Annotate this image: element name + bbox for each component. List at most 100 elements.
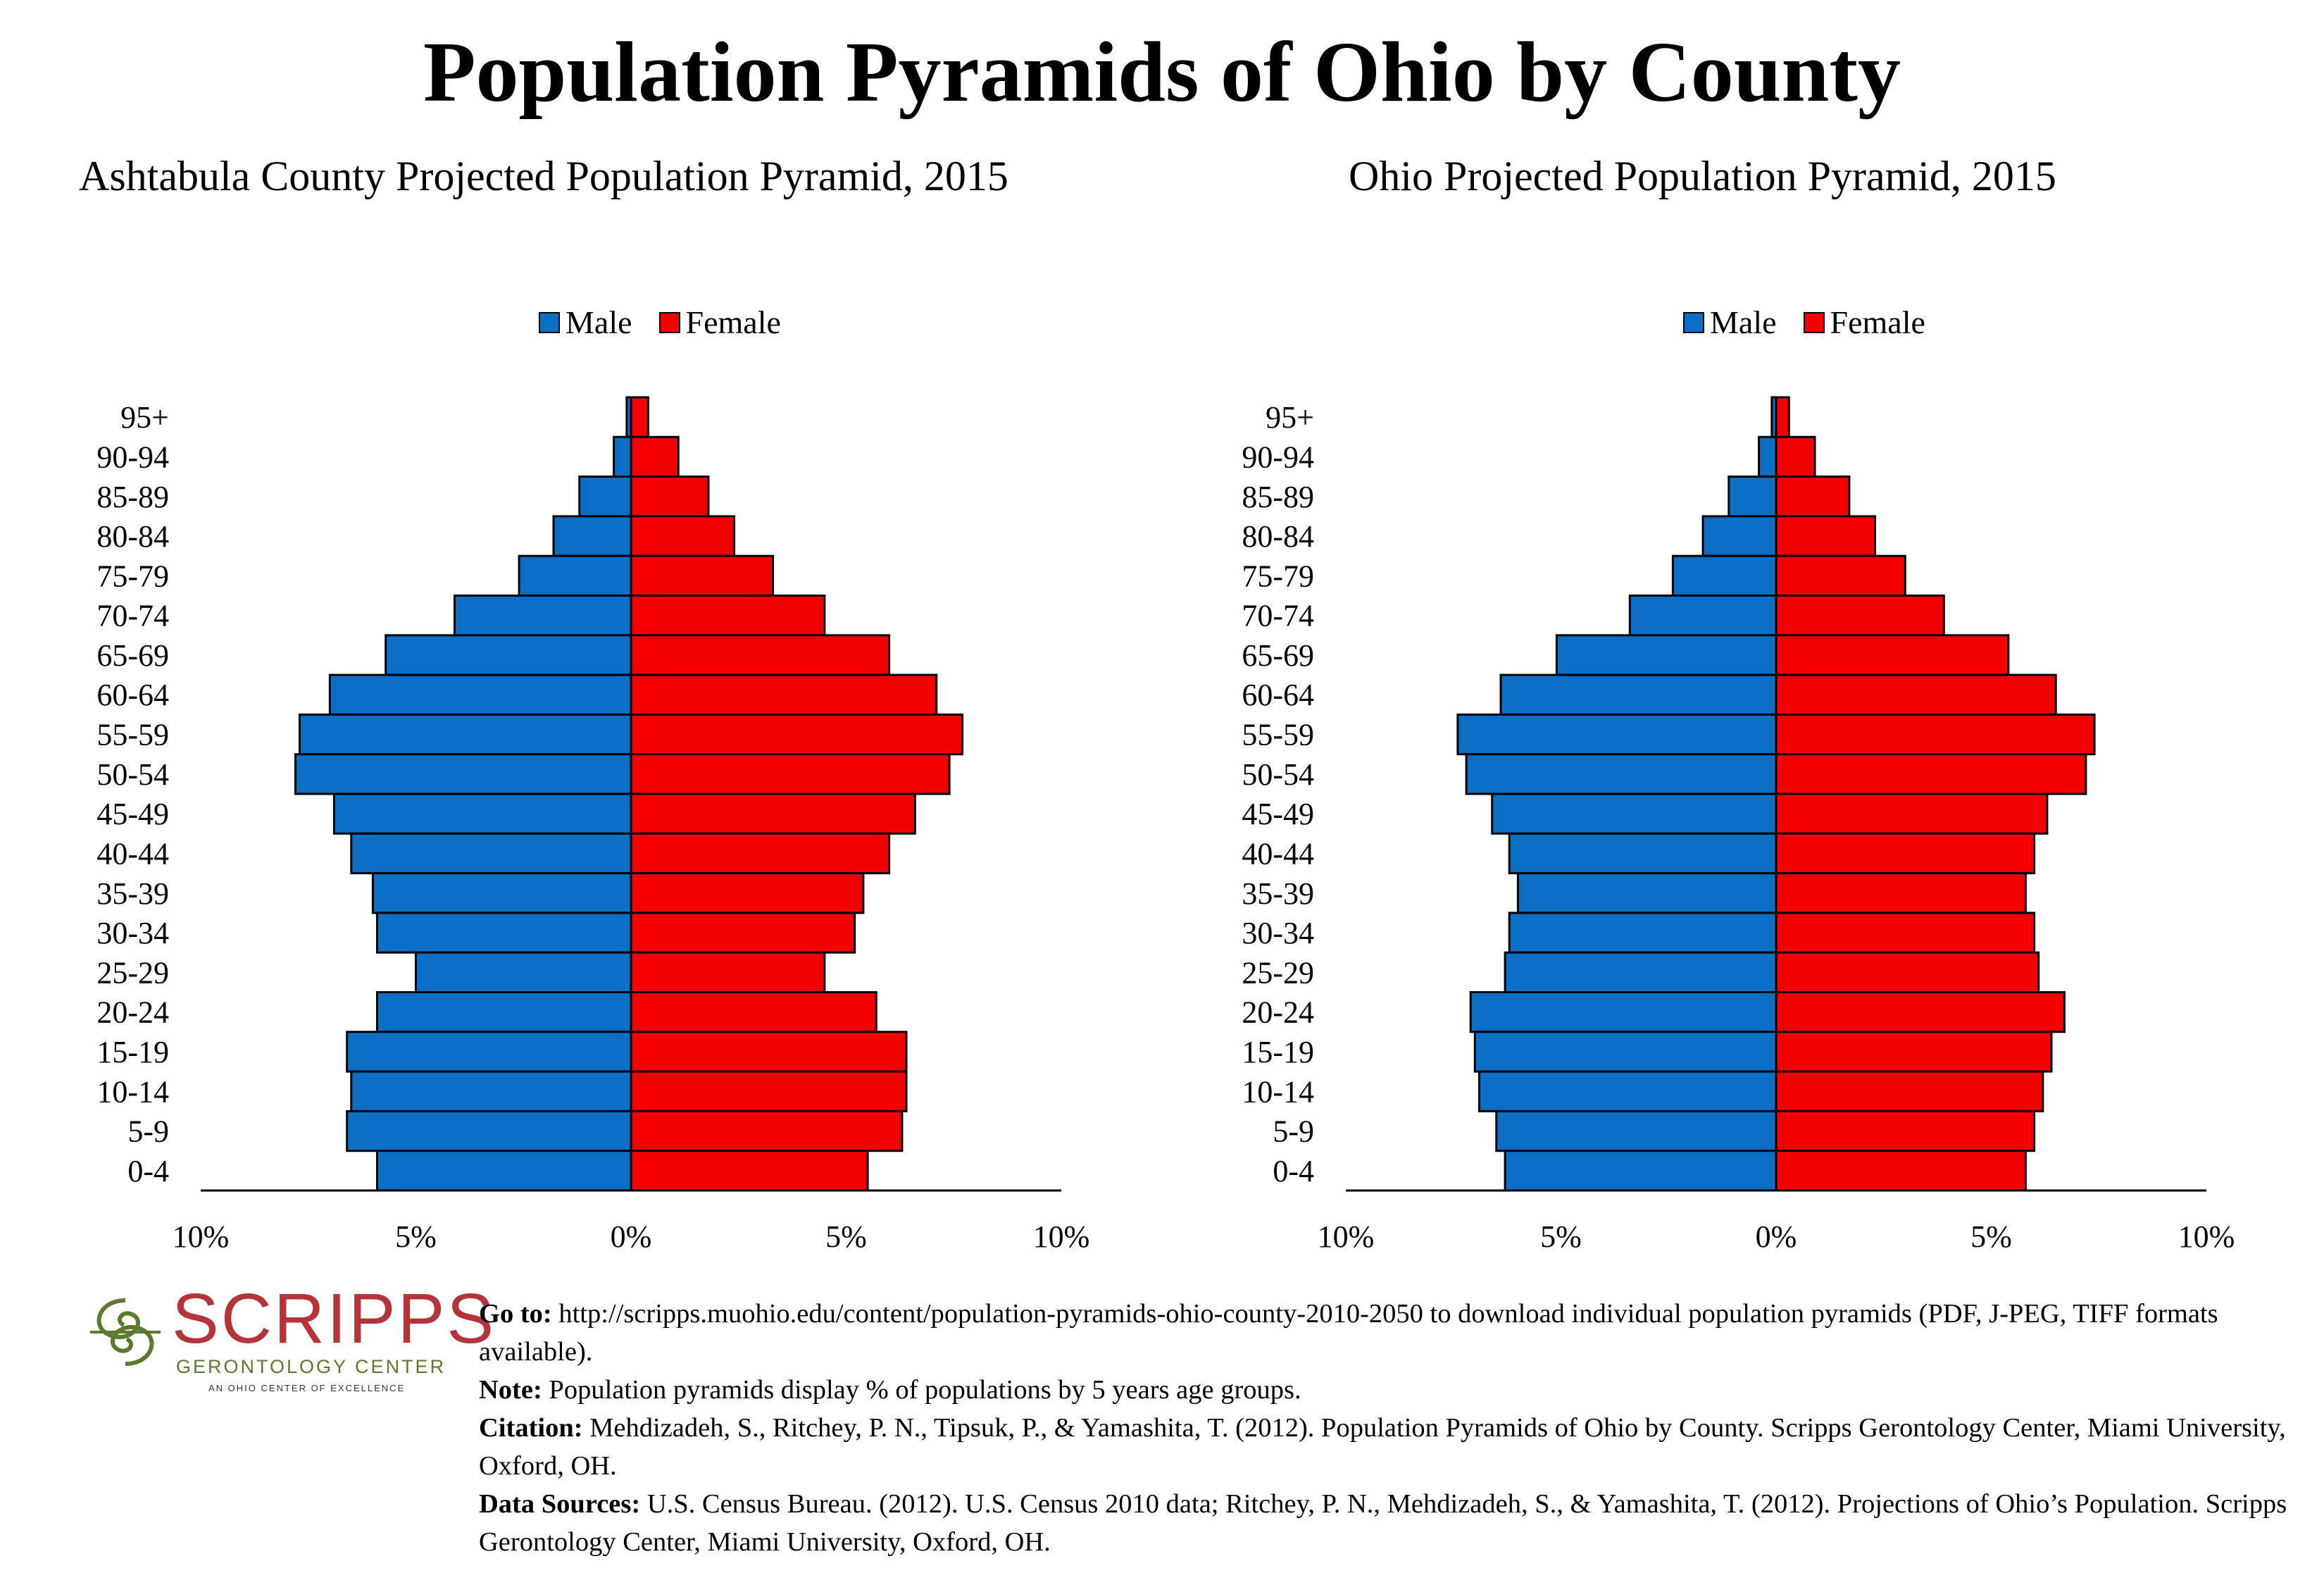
footer-citation-label: Citation: — [479, 1413, 583, 1443]
age-label-65-69: 65-69 — [1242, 638, 1314, 673]
legend-item-female: Female — [658, 303, 781, 342]
bar-female-20-24 — [1775, 991, 2066, 1033]
x-tick-label: 10% — [1033, 1219, 1090, 1254]
age-label-60-64: 60-64 — [96, 678, 169, 712]
legend-label-female: Female — [685, 304, 781, 340]
legend-ohio: Male Female — [1683, 303, 1952, 342]
footer-sources: Data Sources: U.S. Census Bureau. (2012)… — [479, 1485, 2303, 1561]
age-label-5-9: 5-9 — [127, 1114, 169, 1149]
bar-female-60-64 — [1775, 673, 2057, 716]
legend-swatch-male — [539, 312, 560, 333]
logo-wordmark: SCRIPPS — [172, 1279, 496, 1358]
footer-notes: Go to: http://scripps.muohio.edu/content… — [479, 1295, 2303, 1561]
bar-male-45-49 — [1491, 792, 1778, 835]
logo-tagline: AN OHIO CENTER OF EXCELLENCE — [208, 1383, 406, 1393]
age-label-70-74: 70-74 — [1242, 599, 1314, 633]
pyramid-chart-ohio: 95+ 90-94 85-89 80-84 75-79 70-74 65-69 60-64 55… — [1242, 396, 2235, 1254]
bar-male-60-64 — [1499, 673, 1778, 716]
bar-male-50-54 — [1465, 753, 1778, 795]
bar-female-25-29 — [630, 951, 826, 993]
bar-male-10-14 — [1478, 1070, 1778, 1112]
legend-swatch-female — [1803, 312, 1825, 333]
bar-male-55-59 — [1456, 713, 1778, 756]
x-tick-label: 5% — [1970, 1219, 2012, 1254]
x-tick-label: 10% — [1318, 1219, 1375, 1254]
bar-female-40-44 — [1775, 832, 2036, 875]
bar-male-50-54 — [294, 753, 632, 795]
footer-sources-text: U.S. Census Bureau. (2012). U.S. Census … — [479, 1489, 2287, 1557]
bar-female-60-64 — [630, 673, 938, 716]
bar-male-75-79 — [518, 554, 632, 597]
age-label-50-54: 50-54 — [1242, 757, 1314, 792]
x-tick-label: 10% — [173, 1219, 230, 1254]
bar-male-30-34 — [1508, 912, 1778, 954]
x-tick-label: 5% — [395, 1219, 437, 1254]
bar-female-55-59 — [1775, 713, 2096, 756]
bar-male-10-14 — [350, 1070, 632, 1112]
bar-female-50-54 — [630, 753, 951, 795]
bar-female-85-89 — [1775, 476, 1851, 518]
bar-male-5-9 — [1495, 1110, 1778, 1152]
legend-label-female: Female — [1830, 304, 1925, 340]
age-label-25-29: 25-29 — [96, 955, 169, 990]
bar-male-40-44 — [1508, 832, 1778, 875]
age-label-10-14: 10-14 — [96, 1074, 169, 1109]
age-label-80-84: 80-84 — [1242, 519, 1314, 554]
bar-male-20-24 — [1469, 991, 1778, 1033]
x-tick-label: 0% — [611, 1219, 652, 1254]
age-label-25-29: 25-29 — [1242, 955, 1314, 990]
bar-male-65-69 — [385, 634, 632, 676]
bar-female-90-94 — [630, 435, 680, 478]
footer-note-text: Population pyramids display % of populat… — [542, 1375, 1301, 1405]
bar-female-10-14 — [1775, 1070, 2044, 1112]
legend-swatch-male — [1683, 312, 1704, 333]
logo-subtitle: GERONTOLOGY CENTER — [176, 1356, 446, 1377]
bar-male-65-69 — [1555, 634, 1778, 676]
bar-female-50-54 — [1775, 753, 2087, 795]
bar-female-15-19 — [630, 1031, 908, 1073]
scripps-logo: SCRIPPS GERONTOLOGY CENTER AN OHIO CENTE… — [83, 1282, 494, 1409]
age-label-60-64: 60-64 — [1242, 678, 1314, 712]
bar-female-10-14 — [630, 1070, 908, 1112]
age-label-85-89: 85-89 — [96, 480, 169, 514]
bar-male-25-29 — [1504, 951, 1778, 993]
x-tick-label: 0% — [1756, 1219, 1797, 1254]
x-tick-label: 10% — [2178, 1219, 2235, 1254]
age-label-70-74: 70-74 — [96, 599, 169, 633]
bar-female-85-89 — [630, 476, 710, 518]
bar-female-15-19 — [1775, 1031, 2053, 1073]
age-label-90-94: 90-94 — [1242, 440, 1314, 474]
age-label-35-39: 35-39 — [96, 876, 169, 911]
bar-female-80-84 — [1775, 515, 1876, 557]
bar-female-20-24 — [630, 991, 877, 1033]
bar-female-75-79 — [1775, 554, 1906, 597]
page-title: Population Pyramids of Ohio by County — [423, 25, 1901, 120]
bar-male-75-79 — [1671, 554, 1778, 597]
bar-male-60-64 — [328, 673, 632, 716]
age-label-30-34: 30-34 — [1242, 916, 1314, 950]
footer-goto-text: http://scripps.muohio.edu/content/popula… — [479, 1299, 2218, 1367]
bar-female-95+ — [1775, 396, 1790, 438]
age-label-15-19: 15-19 — [96, 1035, 169, 1069]
age-label-40-44: 40-44 — [1242, 837, 1314, 871]
bar-female-35-39 — [1775, 872, 2027, 914]
bar-male-80-84 — [552, 515, 632, 557]
footer-note-label: Note: — [479, 1375, 542, 1405]
age-label-10-14: 10-14 — [1242, 1074, 1314, 1109]
age-label-45-49: 45-49 — [96, 797, 169, 831]
age-label-20-24: 20-24 — [96, 995, 169, 1030]
age-label-30-34: 30-34 — [96, 916, 169, 950]
bar-female-70-74 — [630, 595, 826, 637]
legend-item-female: Female — [1803, 303, 1925, 342]
bar-male-35-39 — [1516, 872, 1778, 914]
legend-ashtabula: Male Female — [539, 303, 808, 342]
footer-goto: Go to: http://scripps.muohio.edu/content… — [479, 1295, 2303, 1371]
bar-female-65-69 — [1775, 634, 2010, 676]
footer-citation-text: Mehdizadeh, S., Ritchey, P. N., Tipsuk, … — [479, 1413, 2286, 1481]
age-label-5-9: 5-9 — [1273, 1114, 1314, 1149]
age-label-85-89: 85-89 — [1242, 480, 1314, 514]
footer-note: Note: Population pyramids display % of p… — [479, 1371, 2303, 1409]
age-label-20-24: 20-24 — [1242, 995, 1314, 1030]
age-label-95+: 95+ — [1266, 400, 1314, 435]
